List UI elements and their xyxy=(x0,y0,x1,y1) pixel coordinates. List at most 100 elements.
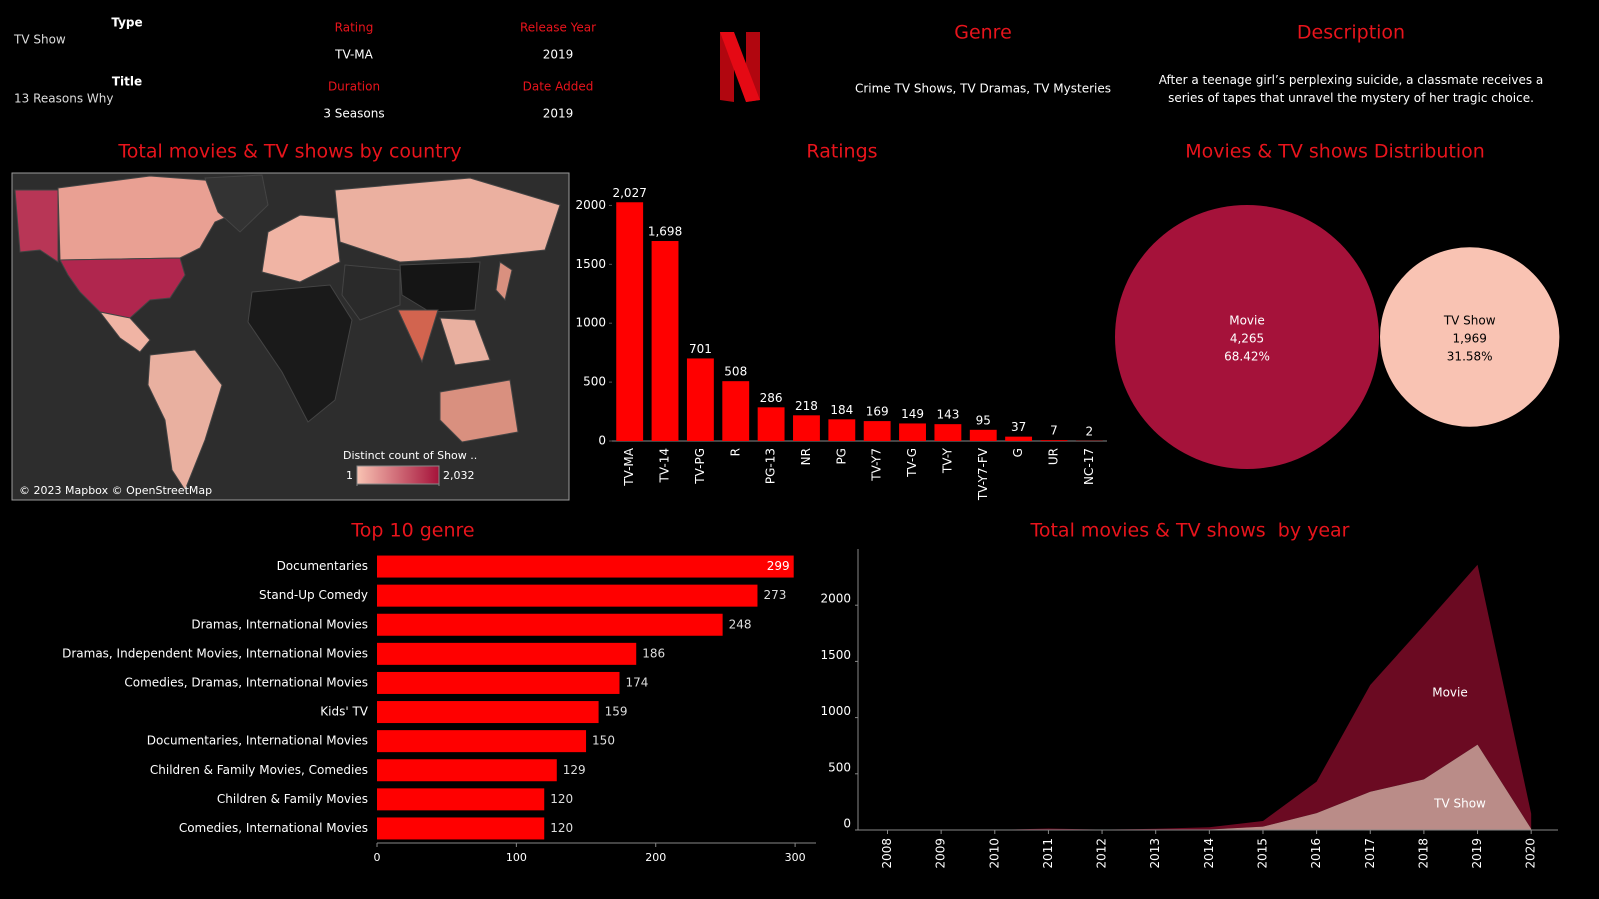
x-tick-label: TV-Y7-FV xyxy=(976,447,990,501)
land xyxy=(204,174,269,233)
land xyxy=(334,177,561,263)
land xyxy=(439,379,519,443)
type-value: TV Show xyxy=(13,33,66,47)
description-label: Description xyxy=(1297,22,1405,44)
bar xyxy=(686,358,714,441)
x-tick-label: TV-Y7 xyxy=(870,448,884,482)
bubble-label: TV Show xyxy=(1443,314,1496,328)
land xyxy=(439,317,491,366)
y-tick-label: 1000 xyxy=(820,704,851,718)
value-label: 286 xyxy=(760,391,783,405)
x-tick-label: 100 xyxy=(506,851,527,864)
bar xyxy=(828,419,856,441)
bar xyxy=(1005,436,1033,441)
y-tick-label: 1500 xyxy=(820,648,851,662)
bar xyxy=(757,407,785,441)
y-tick-label: 0 xyxy=(598,434,606,448)
value-label: 149 xyxy=(901,407,924,421)
x-tick-label: 2019 xyxy=(1470,838,1484,869)
value-label: 1,698 xyxy=(648,225,682,239)
y-tick-label: 1000 xyxy=(575,316,606,330)
value-label: 186 xyxy=(642,646,665,660)
value-label: 169 xyxy=(866,405,889,419)
y-tick-label: Documentaries xyxy=(277,559,368,573)
y-tick-label: Children & Family Movies xyxy=(217,792,368,806)
legend-gradient xyxy=(356,465,440,485)
x-tick-label: 2020 xyxy=(1524,838,1538,869)
bar xyxy=(377,584,758,607)
map xyxy=(11,172,570,501)
bar xyxy=(616,202,644,441)
y-tick-label: Documentaries, International Movies xyxy=(147,734,368,748)
x-tick-label: TV-PG xyxy=(693,448,707,485)
bar xyxy=(377,788,545,811)
legend-title: Distinct count of Show .. xyxy=(343,449,477,462)
value-label: 174 xyxy=(625,675,648,689)
chart-title: Top 10 genre xyxy=(350,520,474,542)
legend-tick-label: 2,032 xyxy=(443,469,475,482)
duration-value: 3 Seasons xyxy=(323,107,384,121)
value-label: 273 xyxy=(763,588,786,602)
value-label: 120 xyxy=(550,821,573,835)
land xyxy=(397,309,439,364)
y-tick-label: Children & Family Movies, Comedies xyxy=(150,763,368,777)
x-tick-label: TV-Y xyxy=(940,447,954,474)
series-label: Movie xyxy=(1432,686,1468,700)
land xyxy=(14,189,59,263)
value-label: 2 xyxy=(1086,424,1094,438)
bubble-value: 1,969 xyxy=(1453,332,1487,346)
x-tick-label: 2011 xyxy=(1041,838,1055,869)
x-tick-label: TV-G xyxy=(905,448,919,478)
chart-title: Ratings xyxy=(806,141,877,163)
value-label: 150 xyxy=(592,734,615,748)
x-tick-label: 2015 xyxy=(1255,838,1269,869)
bar xyxy=(377,701,599,724)
bar xyxy=(1040,440,1068,441)
value-label: 184 xyxy=(830,403,853,417)
bar xyxy=(969,429,997,441)
x-tick-label: 2008 xyxy=(880,838,894,869)
value-label: 701 xyxy=(689,342,712,356)
title-value: 13 Reasons Why xyxy=(14,92,113,106)
x-tick-label: 2018 xyxy=(1416,838,1430,869)
x-tick-label: 2016 xyxy=(1309,838,1323,869)
y-tick-label: 0 xyxy=(843,817,851,831)
area xyxy=(887,564,1532,830)
x-tick-label: R xyxy=(728,448,742,456)
chart-title: Movies & TV shows Distribution xyxy=(1185,141,1485,163)
series-label: TV Show xyxy=(1433,797,1486,811)
x-tick-label: 2017 xyxy=(1363,838,1377,869)
land xyxy=(59,257,186,319)
value-label: 7 xyxy=(1050,424,1058,438)
x-tick-label: 2010 xyxy=(987,838,1001,869)
value-label: 159 xyxy=(605,705,628,719)
land xyxy=(399,261,481,313)
x-tick-label: 2009 xyxy=(934,838,948,869)
bubble-label: Movie xyxy=(1229,314,1265,328)
y-tick-label: 500 xyxy=(828,760,851,774)
genre-value: Crime TV Shows, TV Dramas, TV Mysteries xyxy=(855,82,1111,96)
bubble xyxy=(1380,247,1560,427)
date-added-value: 2019 xyxy=(543,107,574,121)
x-tick-label: TV-14 xyxy=(658,448,672,483)
description-value: After a teenage girl’s perplexing suicid… xyxy=(1158,73,1544,105)
x-tick-label: 2012 xyxy=(1095,838,1109,869)
value-label: 218 xyxy=(795,399,818,413)
y-tick-label: Dramas, International Movies xyxy=(191,617,368,631)
land xyxy=(147,349,223,492)
bar xyxy=(377,817,545,840)
netflix-logo xyxy=(720,32,760,102)
value-label: 299 xyxy=(767,559,790,573)
land xyxy=(341,264,401,321)
value-label: 2,027 xyxy=(612,186,646,200)
bar xyxy=(863,421,891,441)
x-tick-label: UR xyxy=(1046,448,1060,465)
x-tick-label: 2013 xyxy=(1148,838,1162,869)
bar xyxy=(377,642,637,665)
y-tick-label: 1500 xyxy=(575,257,606,271)
x-tick-label: 2014 xyxy=(1202,838,1216,869)
bubble-value: 4,265 xyxy=(1230,332,1264,346)
x-tick-label: 200 xyxy=(645,851,666,864)
